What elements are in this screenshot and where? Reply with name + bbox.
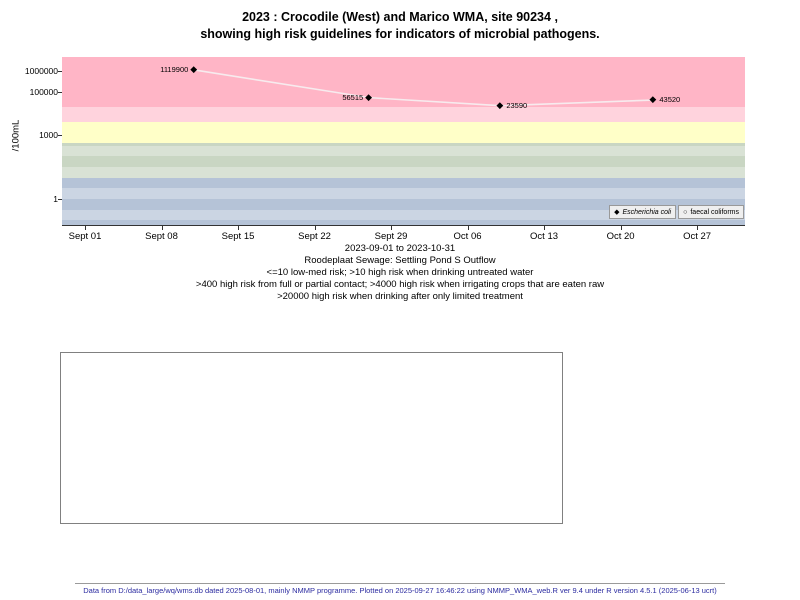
data-point-label: 23590	[506, 100, 528, 110]
x-tick-mark	[161, 226, 163, 230]
chart-title-line1: 2023 : Crocodile (West) and Marico WMA, …	[242, 10, 558, 24]
y-tick-label: 1000	[39, 130, 58, 140]
y-tick-label: 1000000	[24, 66, 58, 77]
diamond-filled-icon: ◆	[614, 209, 620, 216]
legend: ◆ Escherichia coli ○ faecal coliforms	[609, 205, 744, 219]
x-tick-label: Sept 01	[68, 231, 102, 242]
data-point-marker: ◆	[649, 94, 657, 105]
legend-item: ○ faecal coliforms	[678, 205, 744, 219]
chart-title-line2: showing high risk guidelines for indicat…	[200, 27, 600, 41]
caption-site-name: Roodeplaat Sewage: Settling Pond S Outfl…	[304, 255, 496, 266]
data-point-marker: ◆	[365, 91, 373, 102]
caption-date-range: 2023-09-01 to 2023-10-31	[344, 243, 456, 254]
x-tick-mark	[238, 226, 240, 230]
y-tick-mark	[58, 199, 62, 200]
y-tick-label: 1	[53, 194, 58, 204]
legend-label: Escherichia coli	[622, 208, 672, 216]
chart-caption-block: 2023-09-01 to 2023-10-31 Roodeplaat Sewa…	[0, 243, 800, 303]
band-stripe	[62, 188, 745, 199]
risk-band-400-4000	[62, 122, 745, 144]
footer: Data from D:/data_large/wq/wms.db dated …	[0, 580, 800, 598]
caption-guideline-2: >400 high risk from full or partial cont…	[195, 279, 605, 290]
x-tick-label: Sept 22	[298, 231, 331, 242]
x-tick-label: Oct 27	[683, 231, 712, 242]
data-point-marker: ◆	[496, 99, 504, 110]
x-tick-mark	[85, 226, 86, 230]
y-tick-mark	[58, 92, 62, 94]
legend-item: ◆ Escherichia coli	[609, 205, 677, 219]
series-line	[194, 69, 654, 107]
x-tick-mark	[391, 226, 393, 230]
caption-guideline-3: >20000 high risk when drinking after onl…	[277, 291, 523, 302]
x-tick-mark	[467, 226, 469, 230]
data-point-label: 1119900	[160, 64, 189, 74]
x-tick-mark	[620, 226, 622, 230]
y-tick-mark	[58, 71, 62, 73]
band-stripe	[62, 209, 745, 221]
x-tick-mark	[314, 226, 316, 230]
legend-label: faecal coliforms	[690, 208, 739, 216]
band-stripe	[62, 145, 745, 157]
risk-band-gt20000	[62, 57, 745, 108]
x-axis-line	[62, 225, 745, 226]
data-point-label: 56515	[342, 92, 364, 102]
footer-note: Data from D:/data_large/wq/wms.db dated …	[75, 583, 725, 595]
x-tick-label: Oct 20	[606, 231, 635, 242]
y-tick-label: 100000	[29, 87, 58, 98]
x-tick-mark	[697, 226, 699, 230]
x-tick-label: Oct 13	[530, 231, 559, 242]
empty-panel	[60, 352, 563, 524]
x-tick-label: Sept 29	[374, 231, 408, 242]
y-axis-label: /100mL	[10, 119, 22, 152]
x-tick-label: Sept 15	[221, 231, 255, 242]
band-stripe	[62, 167, 745, 178]
risk-band-4000-20000	[62, 107, 745, 123]
circle-open-icon: ○	[683, 208, 688, 216]
risk-band-10-400	[62, 143, 745, 178]
y-tick-mark	[58, 135, 62, 136]
x-tick-label: Oct 06	[453, 231, 482, 242]
data-point-marker: ◆	[190, 63, 198, 74]
x-tick-mark	[544, 226, 546, 230]
caption-guideline-1: <=10 low-med risk; >10 high risk when dr…	[266, 267, 534, 278]
data-point-label: 43520	[659, 95, 681, 105]
x-tick-label: Sept 08	[145, 231, 178, 242]
